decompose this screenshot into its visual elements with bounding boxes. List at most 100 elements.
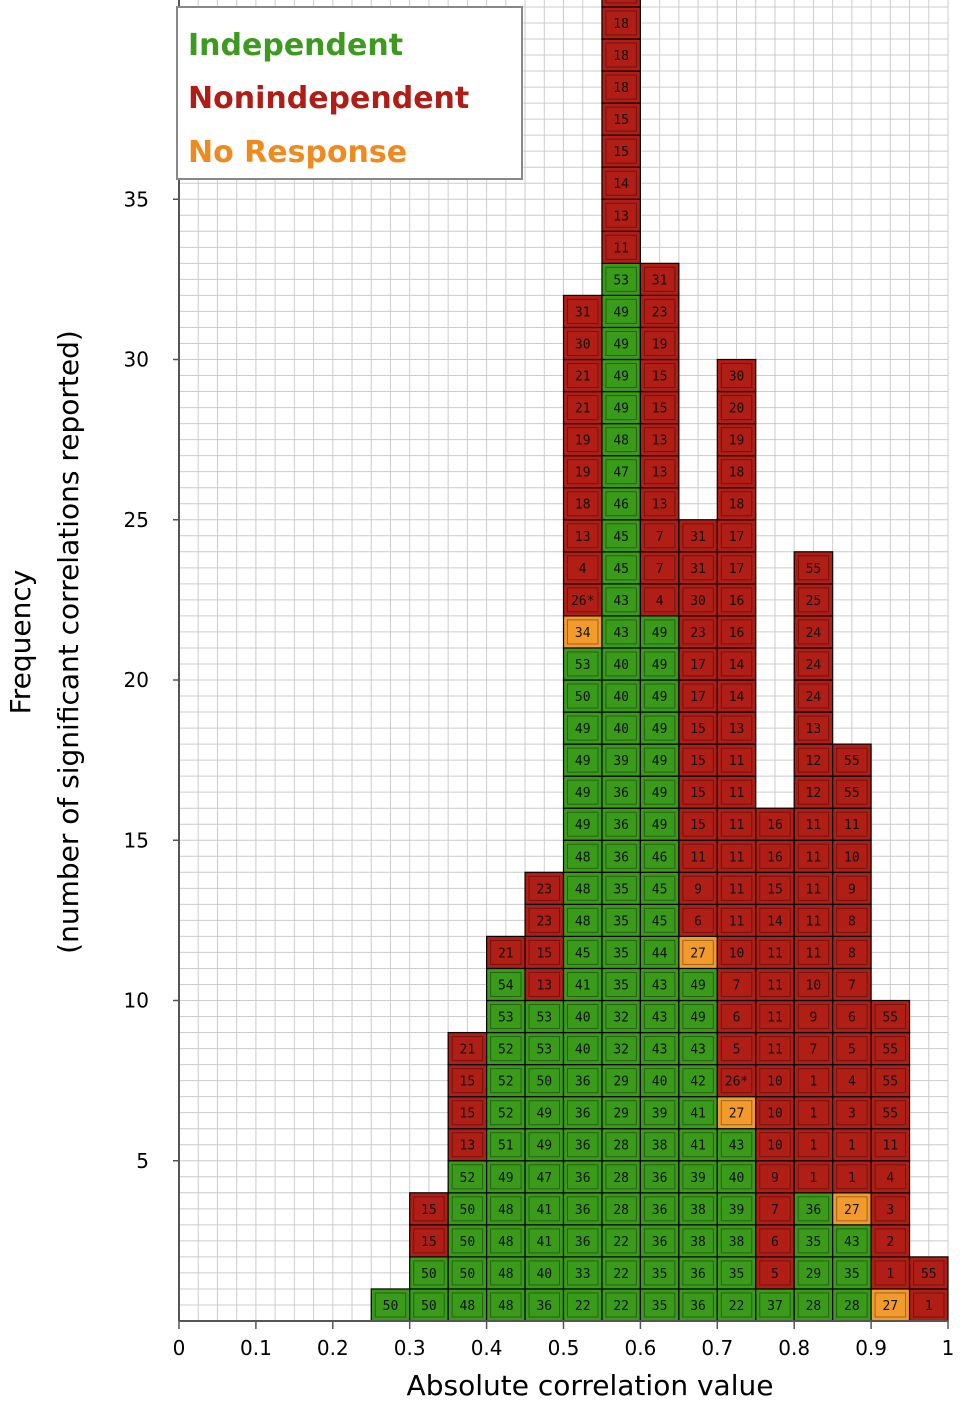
cell-rect [678,1031,718,1066]
cell-label: 19 [729,434,745,449]
cell-label: 17 [729,530,745,545]
cell-rect [793,1160,834,1194]
cell-label: 35 [729,1267,745,1282]
cell-inner [797,1132,830,1158]
y-tick-label: 35 [124,187,149,211]
cell-label: 35 [613,914,629,929]
cell-label: 36 [806,1203,822,1218]
cell-label: 40 [575,1043,591,1058]
cell: 22 [562,1288,603,1322]
cell-inner [836,1068,868,1094]
cell-label: 36 [536,1299,552,1314]
cell-label: 27 [690,946,706,961]
cell-label: 35 [806,1235,822,1250]
cell: 48 [562,839,603,873]
cell: 14 [716,679,757,713]
cell-inner [682,715,714,741]
cell: 6 [678,903,718,937]
cell: 10 [755,1096,795,1130]
cell-label: 11 [806,946,822,961]
cell: 19 [716,423,757,457]
cell-label: 23 [536,882,552,897]
cell: 49 [562,775,603,809]
cell: 52 [486,1031,526,1066]
cell: 14 [601,166,642,200]
cell-rect [562,807,603,841]
cell-label: 32 [613,1011,629,1026]
cell: 18 [601,6,642,40]
cell: 27 [832,1192,872,1226]
x-tick-label: 0 [173,1336,186,1360]
cell-label: 19 [652,337,668,352]
cell-inner [836,811,868,837]
cell: 36 [601,775,642,809]
y-tick-label: 20 [124,668,149,692]
cell-label: 20 [729,402,745,417]
cell: 21 [562,358,603,393]
x-tick-label: 1 [942,1336,955,1360]
cell-rect [716,903,757,937]
cell-inner [605,1196,637,1222]
cell: 55 [870,1063,911,1098]
cell-inner [797,683,830,709]
cell-inner [720,1004,753,1030]
cell: 36 [562,1128,603,1162]
cell: 39 [678,1160,718,1194]
cell-label: 49 [536,1139,552,1154]
cell: 29 [601,1096,642,1130]
cell-inner [605,907,637,933]
cell-inner [720,907,753,933]
cell-label: 49 [498,1171,514,1186]
cell: 11 [793,903,834,937]
y-axis-title: Frequency (number of significant correla… [4,330,85,954]
cell-label: 49 [652,690,668,705]
cell-label: 49 [575,722,591,737]
cell-rect [639,615,680,649]
cell-inner [643,459,676,485]
cell-rect [639,871,680,905]
cell: 38 [716,1224,757,1258]
cell: 18 [601,38,642,72]
cell-rect [562,1224,603,1258]
cell-label: 15 [536,946,552,961]
cell-label: 49 [652,658,668,673]
cell-rect [639,1256,680,1290]
cell-label: 28 [806,1299,822,1314]
cell-inner [643,1100,676,1126]
cell-inner [567,587,599,613]
cell-label: 1 [810,1139,818,1154]
cell-rect [678,807,718,841]
cell-label: 30 [575,337,591,352]
cell-inner [720,1260,753,1286]
cell-rect [678,1063,718,1098]
cell-label: 47 [613,466,629,481]
cell-label: 24 [806,658,822,673]
cell: 1 [793,1128,834,1162]
cell-inner [836,1228,868,1254]
cell-rect [447,1256,488,1290]
cell: 13 [716,711,757,745]
cell: 5 [716,1031,757,1066]
cell-inner [605,1100,637,1126]
cell-inner [797,843,830,869]
cell-label: 36 [575,1139,591,1154]
cell-label: 27 [729,1107,745,1122]
cell: 38 [678,1192,718,1226]
cell-label: 9 [771,1171,779,1186]
cell-rect [832,839,872,873]
cell-label: 36 [575,1203,591,1218]
cell-inner [413,1196,445,1222]
cell-inner [759,1260,791,1286]
cell-rect [562,1096,603,1130]
cell-label: 11 [729,850,745,865]
cell-label: 5 [771,1267,779,1282]
cell-inner [759,1164,791,1190]
cell-rect [524,871,565,905]
cell-label: 43 [652,978,668,993]
cell-inner [643,939,676,965]
cell-inner [528,1068,560,1094]
cell-inner [720,971,753,998]
cell: 28 [601,1160,642,1194]
cell-inner [643,619,676,645]
cell: 11 [716,903,757,937]
